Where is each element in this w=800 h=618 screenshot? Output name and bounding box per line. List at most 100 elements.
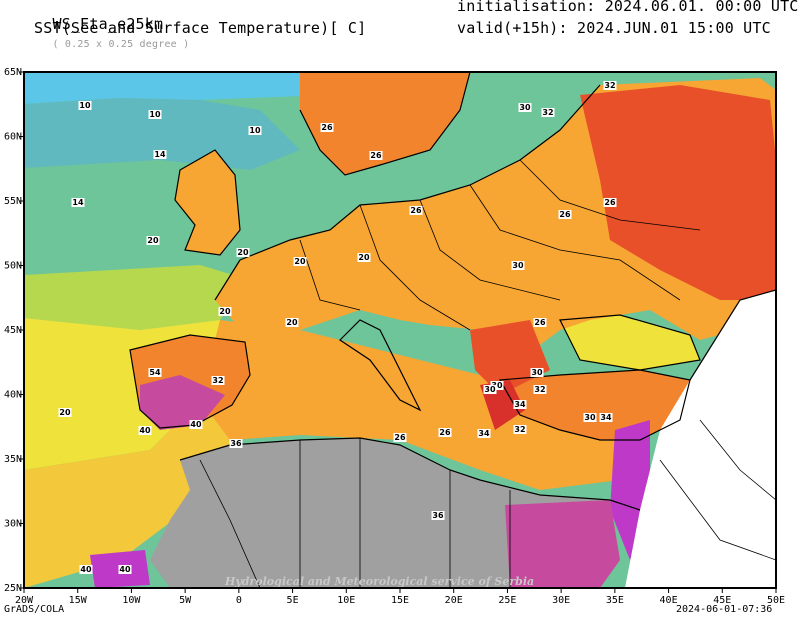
footer-left: GrADS/COLA (4, 604, 65, 615)
contour-label: 36 (230, 439, 242, 448)
contour-label: 30 (512, 261, 524, 270)
contour-label: 26 (604, 198, 616, 207)
contour-label: 36 (432, 511, 444, 520)
contour-label-bg (541, 108, 555, 117)
contour-label-bg (438, 428, 452, 437)
lon-tick-label: 40E (660, 595, 678, 606)
contour-label-bg (146, 236, 160, 245)
contour-label-bg (138, 426, 152, 435)
contour-label-bg (153, 150, 167, 159)
contour-label-bg (218, 307, 232, 316)
land-sahara-hot (505, 500, 620, 588)
contour-label-bg (248, 126, 262, 135)
lat-tick-label: 65N (4, 67, 22, 78)
contour-label: 20 (286, 318, 298, 327)
land-north-africa-nodata (150, 438, 620, 588)
contour-label: 26 (370, 151, 382, 160)
contour-labels: 10 10 10 14 14 20 20 20 20 20 20 20 26 26 26 26 26 26 26 26… (58, 81, 617, 574)
lon-tick-label: 35E (606, 595, 624, 606)
lon-tick-label: 15E (391, 595, 409, 606)
contour-label-bg (236, 248, 250, 257)
contour-label-bg (490, 381, 504, 390)
contour-label: 26 (410, 206, 422, 215)
contour-label-bg (229, 439, 243, 448)
black-sea-band (560, 315, 700, 370)
land-russia-hot (580, 85, 776, 300)
coastlines (129, 72, 776, 511)
sea-band-cold (24, 72, 330, 104)
contour-label-bg (583, 413, 597, 422)
contour-label: 54 (149, 368, 161, 377)
resolution-note: ( 0.25 x 0.25 degree ) (52, 39, 190, 50)
contour-label: 32 (542, 108, 553, 117)
contour-label: 30 (491, 381, 503, 390)
contour-label-bg (477, 429, 491, 438)
contour-label-bg (320, 123, 334, 132)
contour-label: 10 (79, 101, 91, 110)
lat-tick-label: 45N (4, 325, 22, 336)
lat-tick-label: 60N (4, 132, 22, 143)
model-title: WS_Eta_e25km (52, 15, 164, 33)
valid-time: valid(+15h): 2024.JUN.01 15:00 UTC (457, 19, 771, 37)
contour-label: 26 (321, 123, 333, 132)
lon-tick-label: 20E (445, 595, 463, 606)
contour-label: 14 (154, 150, 166, 159)
contour-label: 20 (147, 236, 159, 245)
contour-label-bg (293, 257, 307, 266)
contour-label: 40 (139, 426, 151, 435)
contour-label: 26 (439, 428, 451, 437)
contour-label: 32 (514, 425, 525, 434)
land-british-isles (175, 150, 240, 255)
land-balkans-hot (470, 320, 550, 395)
map-field (24, 72, 776, 588)
contour-label-bg (603, 81, 617, 90)
contour-label: 26 (559, 210, 571, 219)
sea-band-22 (24, 400, 250, 588)
contour-label-bg (369, 151, 383, 160)
contour-label-bg (603, 198, 617, 207)
field-title: SST(See and Surface Temperature)[ C] (34, 19, 367, 37)
contour-label: 14 (72, 198, 84, 207)
contour-label: 20 (59, 408, 71, 417)
sea-band-10 (24, 98, 300, 170)
contour-label: 10 (249, 126, 261, 135)
land-scandinavia (300, 72, 470, 175)
contour-label: 34 (600, 413, 612, 422)
contour-label-bg (71, 198, 85, 207)
contour-label: 40 (119, 565, 131, 574)
contour-label: 26 (534, 318, 546, 327)
model-name: WS_Eta_e25km ( 0.25 x 0.25 degree ) (34, 0, 189, 51)
contour-label: 34 (478, 429, 490, 438)
borders (199, 159, 776, 588)
contour-label-bg (518, 103, 532, 112)
contour-label: 10 (149, 110, 161, 119)
axis-ticks: 20W 15W 10W 5W 0 5E 10E 15E 20E 25E 30E 35E 40E 45E 50… (4, 67, 785, 606)
contour-label-bg (148, 110, 162, 119)
contour-label: 32 (212, 376, 223, 385)
contour-label-bg (533, 385, 547, 394)
contour-label: 20 (219, 307, 231, 316)
lon-tick-label: 5E (287, 595, 299, 606)
nodata-east (625, 290, 776, 588)
contour-label: 34 (514, 400, 526, 409)
lon-tick-label: 50E (767, 595, 785, 606)
contour-label-bg (511, 261, 525, 270)
lat-tick-label: 25N (4, 583, 22, 594)
contour-label: 40 (190, 420, 202, 429)
contour-label-bg (599, 413, 613, 422)
watermark: Hydrological and Meteorological service … (224, 575, 534, 588)
contour-label-bg (58, 408, 72, 417)
lon-tick-label: 10W (122, 595, 141, 606)
lat-tick-label: 35N (4, 454, 22, 465)
contour-label-bg (513, 425, 527, 434)
contour-label-bg (513, 400, 527, 409)
contour-label-bg (431, 511, 445, 520)
lon-tick-label: 5W (179, 595, 192, 606)
contour-label-bg (357, 253, 371, 262)
land-iberia-hot (140, 375, 225, 430)
contour-label-bg (393, 433, 407, 442)
lon-tick-label: 15W (69, 595, 88, 606)
contour-label: 32 (604, 81, 615, 90)
contour-label-bg (533, 318, 547, 327)
